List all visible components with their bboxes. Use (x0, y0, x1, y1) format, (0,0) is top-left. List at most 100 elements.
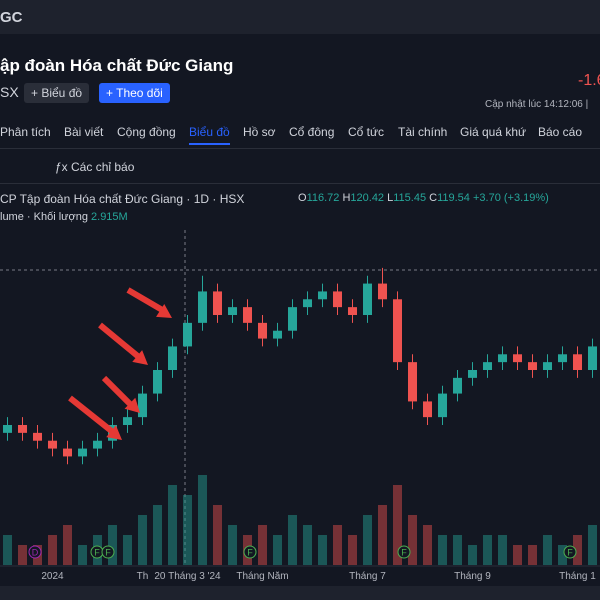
volume-bar (528, 545, 537, 565)
candle-body (3, 425, 12, 433)
arrow-head (106, 425, 122, 440)
volume-bar (393, 485, 402, 565)
x-tick-label: 20 Tháng 3 '24 (154, 571, 221, 582)
tab[interactable]: Báo cáo (538, 125, 583, 139)
candle-body (273, 330, 282, 339)
candle-body (513, 354, 522, 363)
arrow-shaft (98, 322, 142, 361)
candle-body (393, 299, 402, 363)
volume-bar (108, 525, 117, 565)
candle-body (468, 370, 477, 378)
event-marker (563, 545, 577, 559)
volume-bar (123, 535, 132, 565)
volume-bar (423, 525, 432, 565)
event-label: F (567, 548, 573, 558)
candle-body (543, 362, 552, 370)
tab-divider (0, 148, 600, 149)
candle-body (423, 401, 432, 418)
volume-legend: lume · Khối lượng 2.915M (0, 211, 128, 223)
candle-body (258, 322, 267, 339)
candle-body (168, 346, 177, 370)
ohlc-legend: O116.72 H120.42 L115.45 C119.54 +3.70 (+… (298, 192, 549, 204)
indicators-label: Các chỉ báo (71, 160, 135, 174)
volume-bar (93, 535, 102, 565)
candle-body (288, 307, 297, 331)
candle-body (243, 307, 252, 323)
ticker: GC (0, 9, 23, 26)
candle-body (558, 354, 567, 363)
change-value: +3.70 (+3.19%) (472, 192, 549, 204)
tab[interactable]: Cổ tức (348, 125, 385, 139)
volume-bar (453, 535, 462, 565)
tab[interactable]: Cổ đông (289, 125, 335, 139)
candle-body (453, 377, 462, 394)
indicators-button[interactable]: ƒx Các chỉ báo (55, 160, 135, 174)
candle-body (303, 299, 312, 308)
l-value: 115.45 (393, 192, 427, 204)
tab[interactable]: Hồ sơ (243, 125, 276, 139)
arrow-head (132, 350, 148, 365)
tab[interactable]: Bài viết (64, 125, 104, 139)
h-label: H (342, 192, 351, 204)
arrow-shaft (126, 287, 166, 314)
arrow-head (156, 303, 172, 318)
candle-body (198, 291, 207, 323)
tab[interactable]: Giá quá khứ (460, 125, 527, 139)
volume-bar (573, 535, 582, 565)
event-label: F (247, 548, 253, 558)
volume-bar (543, 535, 552, 565)
volume-bar (48, 535, 57, 565)
candle-body (333, 291, 342, 308)
volume-bar (513, 545, 522, 565)
event-marker (397, 545, 411, 559)
o-value: 116.72 (306, 192, 340, 204)
candle-body (78, 448, 87, 457)
x-tick-label: Th (137, 571, 149, 582)
c-value: 119.54 (437, 192, 470, 204)
volume-bar (363, 515, 372, 565)
candle-body (213, 291, 222, 315)
volume-bar (78, 545, 87, 565)
follow-button[interactable]: + Theo dõi (99, 83, 170, 103)
volume-bar (258, 525, 267, 565)
arrow-shaft (68, 395, 116, 436)
volume-bar (243, 535, 252, 565)
tab[interactable]: Tài chính (398, 125, 448, 139)
candle-body (318, 291, 327, 300)
tab[interactable]: Biểu đồ (189, 125, 230, 145)
tab[interactable]: Phân tích (0, 125, 51, 139)
volume-bar (378, 505, 387, 565)
x-tick-label: 2024 (41, 571, 64, 582)
volume-bar (348, 535, 357, 565)
x-tick-label: Tháng Năm (236, 571, 288, 582)
event-marker (90, 545, 104, 559)
volume-bar (408, 515, 417, 565)
toolbar-divider (0, 183, 600, 184)
chart-button[interactable]: + Biểu đồ (24, 83, 90, 103)
volume-bar (288, 515, 297, 565)
price-change: -1.6 (578, 72, 600, 89)
candle-body (363, 283, 372, 315)
candle-body (123, 417, 132, 425)
volume-bar (318, 535, 327, 565)
tab[interactable]: Cộng đồng (117, 125, 176, 139)
event-marker (243, 545, 257, 559)
volume-bar (588, 525, 597, 565)
h-value: 120.42 (350, 192, 385, 204)
event-label: F (94, 548, 100, 558)
volume-label: lume · Khối lượng (0, 211, 88, 223)
volume-bar (63, 525, 72, 565)
candle-body (348, 307, 357, 315)
candle-body (438, 393, 447, 418)
candle-body (378, 283, 387, 300)
company-name: ập đoàn Hóa chất Đức Giang (0, 56, 234, 75)
bottom-bar (0, 586, 600, 600)
candle-body (498, 354, 507, 363)
volume-bar (273, 535, 282, 565)
volume-bar (228, 525, 237, 565)
c-label: C (429, 192, 438, 204)
o-label: O (298, 192, 307, 204)
candle-body (153, 370, 162, 394)
l-label: L (387, 192, 394, 204)
